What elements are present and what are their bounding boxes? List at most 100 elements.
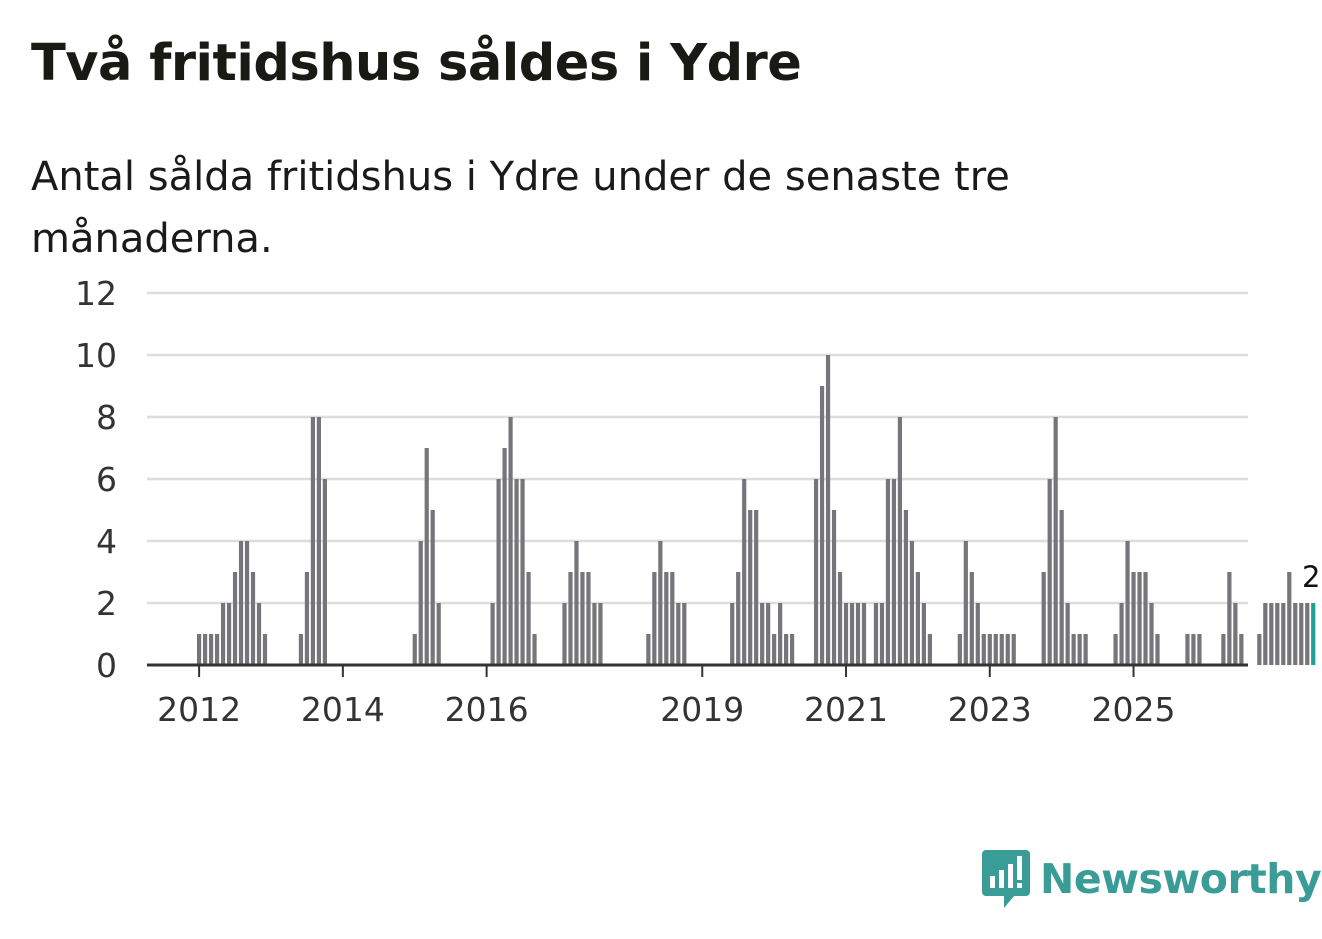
bar [742, 479, 747, 665]
x-tick-label: 2016 [445, 690, 529, 729]
bar [754, 510, 759, 665]
bar [1065, 603, 1070, 665]
bar-chart: 0 2 4 6 8 10 12 2012 2014 2016 2019 2021 2023 2025 2 [75, 274, 1320, 729]
bar [412, 634, 417, 665]
bar [1257, 634, 1262, 665]
bar [670, 572, 675, 665]
bar [897, 417, 903, 665]
bar [760, 603, 765, 665]
bar [238, 541, 244, 665]
bar [1233, 603, 1238, 665]
bar [496, 479, 501, 665]
bar [646, 634, 651, 665]
bar [310, 417, 316, 665]
bar [220, 603, 226, 665]
bar [879, 603, 885, 665]
bar [975, 603, 980, 665]
bar [430, 510, 435, 665]
x-tick-label: 2019 [660, 690, 744, 729]
bar [748, 510, 753, 665]
bar [316, 417, 321, 665]
bar [424, 448, 429, 665]
bar [508, 417, 513, 665]
bar [778, 603, 783, 665]
bar [981, 634, 986, 665]
bar [682, 603, 687, 665]
bar [226, 603, 232, 665]
bar [885, 479, 891, 665]
bar [502, 448, 507, 665]
chart-subtitle: Antal sålda fritidshus i Ydre under de s… [31, 154, 1010, 262]
bar [1125, 541, 1130, 665]
bar [262, 634, 268, 665]
bar [1269, 603, 1274, 665]
bar [1137, 572, 1142, 665]
chart-title: Två fritidshus såldes i Ydre [31, 34, 802, 93]
bar [298, 634, 304, 665]
bar [1281, 603, 1286, 665]
bar [1113, 634, 1118, 665]
bar [250, 572, 256, 665]
bar [1119, 603, 1124, 665]
bar [987, 634, 992, 665]
bar [520, 479, 525, 665]
bar [244, 541, 250, 665]
bar [214, 634, 220, 665]
bar [418, 541, 423, 665]
bar [999, 634, 1004, 665]
newsworthy-logo-icon [982, 850, 1030, 908]
bar [1221, 634, 1226, 665]
annotations: 2 [1302, 560, 1320, 594]
bar [664, 572, 669, 665]
bar [514, 479, 519, 665]
bar [592, 603, 597, 665]
bar [1071, 634, 1076, 665]
bar [849, 603, 855, 665]
y-tick-label: 2 [96, 584, 117, 623]
bar-latest [1311, 603, 1316, 665]
y-tick-label: 0 [96, 646, 117, 685]
bar [526, 572, 531, 665]
x-tick-label: 2021 [804, 690, 888, 729]
bar [730, 603, 735, 665]
bar [562, 603, 567, 665]
bar [766, 603, 771, 665]
bar [658, 541, 663, 665]
bar [903, 510, 909, 665]
bar [1197, 634, 1202, 665]
newsworthy-logo: Newsworthy [980, 846, 1322, 912]
bar [790, 634, 795, 665]
bar [580, 572, 585, 665]
bar [1005, 634, 1010, 665]
bar [1059, 510, 1064, 665]
y-axis-tick-labels: 0 2 4 6 8 10 12 [75, 274, 117, 685]
bar [921, 603, 926, 665]
bar [1077, 634, 1082, 665]
bar [843, 603, 849, 665]
bar [1143, 572, 1148, 665]
bar [927, 634, 932, 665]
bar [568, 572, 573, 665]
bar [1275, 603, 1280, 665]
x-tick-label: 2025 [1092, 690, 1176, 729]
bar [208, 634, 214, 665]
bar [304, 572, 310, 665]
bar [1053, 417, 1058, 665]
bar [1149, 603, 1154, 665]
bar [1293, 603, 1298, 665]
bar [993, 634, 998, 665]
bar [1299, 603, 1304, 665]
bar [915, 572, 920, 665]
bar [1185, 634, 1190, 665]
bar [855, 603, 861, 665]
bar [652, 572, 657, 665]
bar [1239, 634, 1244, 665]
bar [909, 541, 915, 665]
bar [586, 572, 591, 665]
bar [322, 479, 327, 665]
y-tick-label: 8 [96, 398, 117, 437]
bar [837, 572, 843, 665]
bar [1155, 634, 1160, 665]
y-tick-label: 6 [96, 460, 117, 499]
x-axis [147, 663, 1248, 677]
